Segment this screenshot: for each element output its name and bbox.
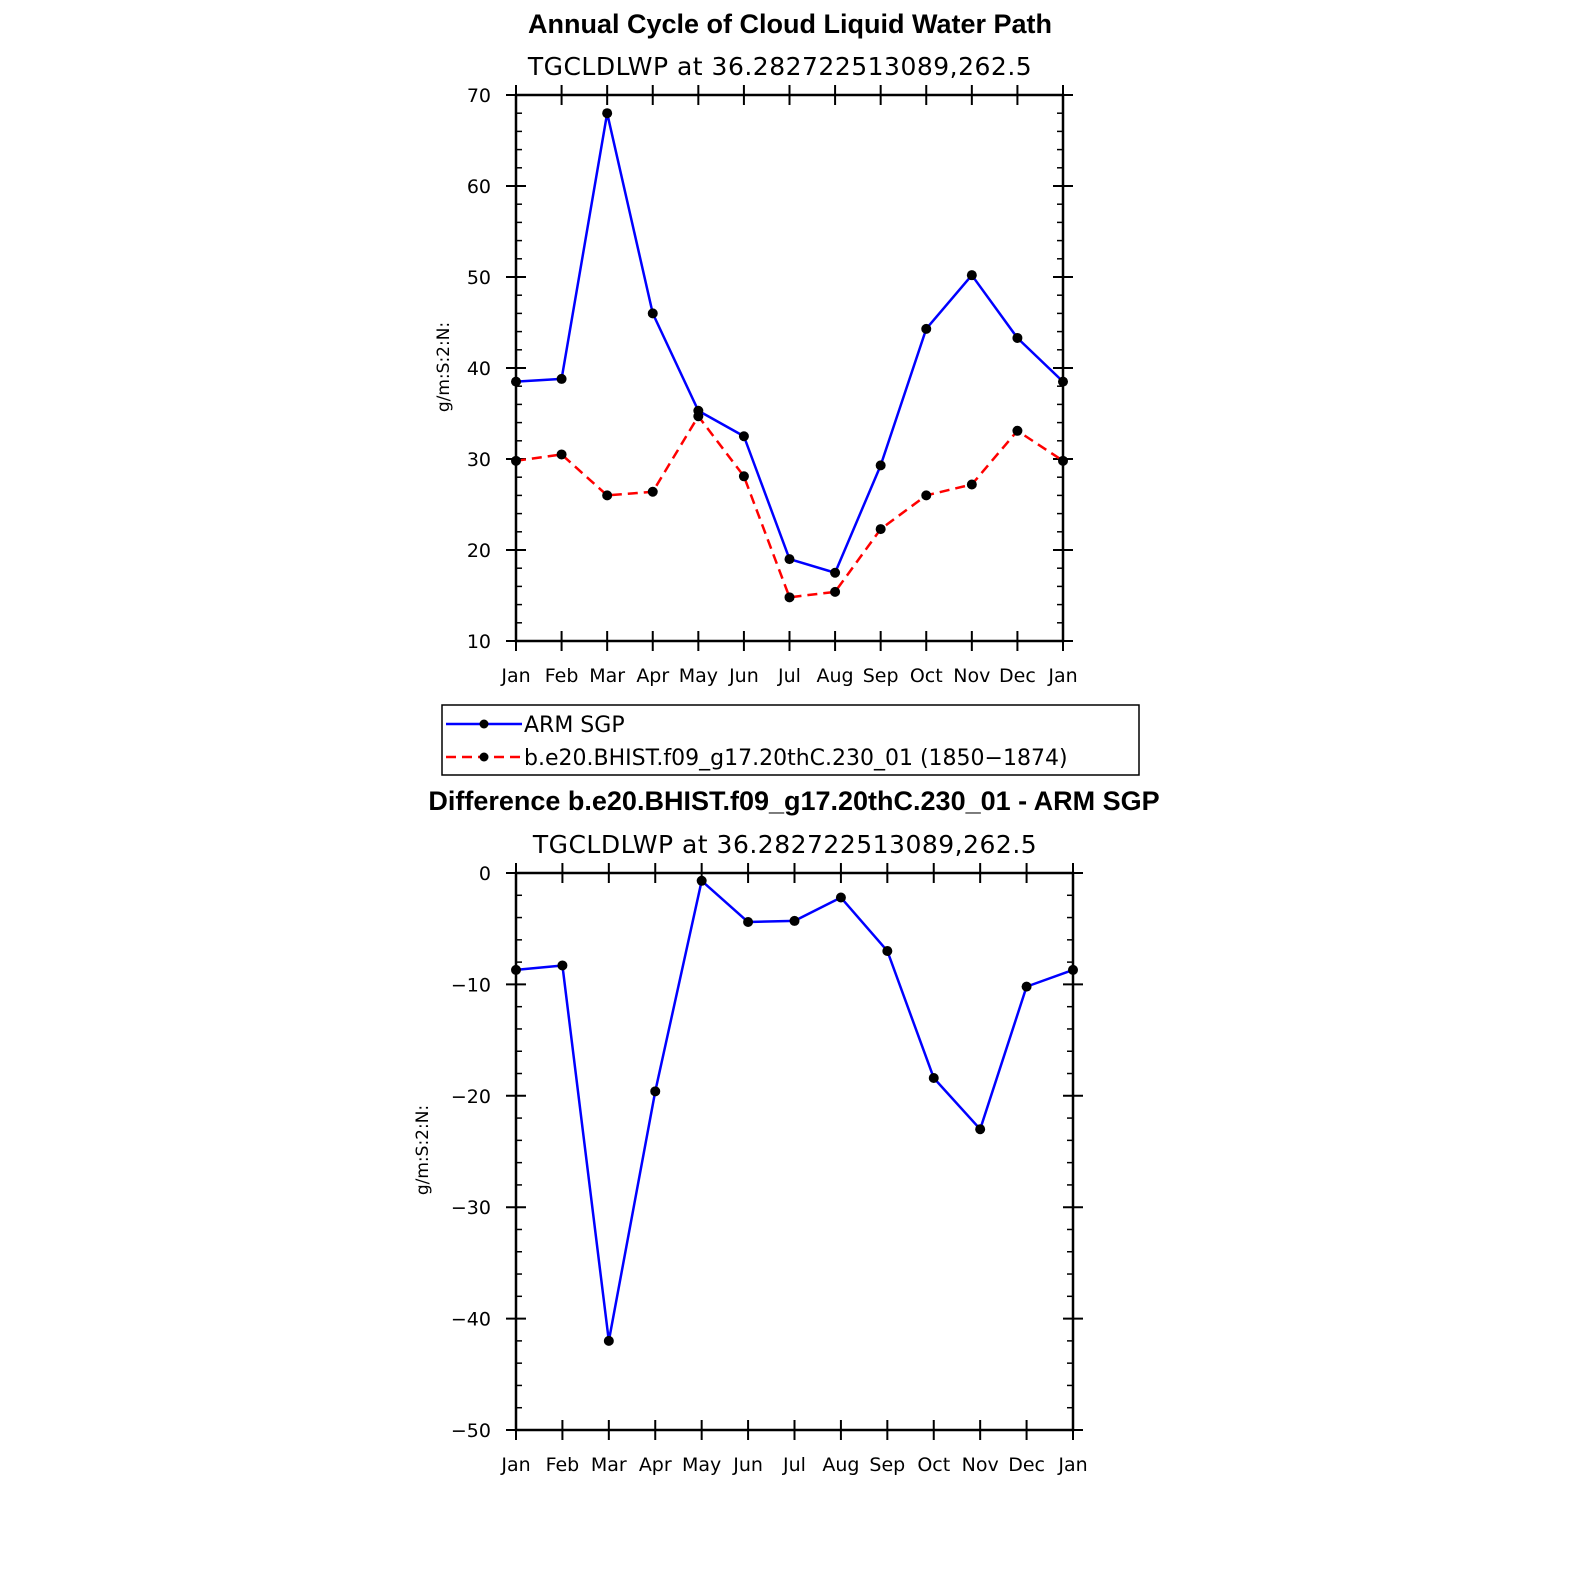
bottom-x-tick-label: Jul	[782, 1454, 806, 1476]
top-point-0	[875, 460, 886, 471]
top-chart-title: Annual Cycle of Cloud Liquid Water Path	[528, 9, 1052, 39]
top-point-1	[556, 449, 567, 460]
bottom-point-0	[928, 1072, 939, 1083]
bottom-x-tick-label: Sep	[869, 1454, 905, 1476]
top-x-tick-label: Dec	[999, 665, 1036, 687]
bottom-x-tick-label: May	[682, 1454, 721, 1476]
legend-label-model: b.e20.BHIST.f09_g17.20thC.230_01 (1850−1…	[524, 746, 1068, 771]
top-point-1	[602, 490, 613, 501]
bottom-y-tick-label: −40	[451, 1309, 491, 1331]
bottom-y-tick-label: −10	[451, 974, 491, 996]
top-y-tick-label: 40	[467, 358, 491, 380]
top-x-tick-label: Feb	[545, 665, 579, 687]
top-y-tick-label: 50	[467, 267, 491, 289]
top-point-1	[921, 490, 932, 501]
top-x-tick-label: Jan	[1047, 665, 1077, 687]
bottom-x-tick-label: Oct	[917, 1454, 950, 1476]
legend-label-arm: ARM SGP	[524, 713, 625, 738]
bottom-x-tick-label: Dec	[1008, 1454, 1045, 1476]
bottom-x-tick-label: Aug	[822, 1454, 859, 1476]
top-point-1	[511, 455, 521, 466]
legend-marker-model	[479, 752, 489, 762]
top-point-0	[1058, 376, 1068, 387]
bottom-point-0	[1068, 964, 1078, 975]
top-point-1	[693, 411, 704, 422]
legend-marker-arm	[479, 719, 489, 729]
top-x-tick-label: Jun	[728, 665, 759, 687]
top-point-0	[556, 373, 567, 384]
bottom-x-tick-label: Mar	[591, 1454, 627, 1476]
top-chart-subtitle: TGCLDLWP at 36.282722513089,262.5	[527, 52, 1032, 81]
legend-box	[441, 704, 1140, 776]
top-x-tick-label: Sep	[863, 665, 899, 687]
top-x-tick-label: May	[679, 665, 718, 687]
bottom-point-0	[835, 892, 846, 903]
top-point-0	[921, 323, 932, 334]
top-x-tick-label: Oct	[910, 665, 943, 687]
bottom-x-tick-label: Jan	[500, 1454, 530, 1476]
top-y-tick-label: 60	[467, 176, 491, 198]
bottom-point-0	[696, 875, 707, 886]
top-point-1	[830, 586, 841, 597]
top-x-tick-label: Jan	[500, 665, 530, 687]
top-point-1	[647, 486, 658, 497]
top-y-tick-label: 30	[467, 449, 491, 471]
bottom-point-0	[1021, 981, 1032, 992]
top-point-1	[784, 592, 795, 603]
top-chart: Jan Feb Mar Apr May Jun Jul Aug Sep Oct Nov Dec Jan 1…	[467, 85, 1078, 687]
bottom-y-tick-label: −50	[451, 1420, 491, 1442]
top-x-tick-label: Mar	[589, 665, 625, 687]
top-point-1	[875, 524, 886, 535]
top-y-tick-label: 20	[467, 540, 491, 562]
bottom-point-0	[743, 917, 754, 928]
bottom-y-tick-label: −30	[451, 1197, 491, 1219]
bottom-y-tick-label: −20	[451, 1086, 491, 1108]
bottom-point-0	[882, 945, 893, 956]
top-point-0	[1012, 332, 1023, 343]
bottom-point-0	[789, 915, 800, 926]
top-x-tick-label: Jul	[777, 665, 801, 687]
top-series-line-1	[515, 414, 1064, 599]
bottom-x-tick-label: Jan	[1057, 1454, 1087, 1476]
top-point-1	[1058, 455, 1068, 466]
top-y-tick-label: 10	[467, 631, 491, 653]
top-series-line-0	[515, 111, 1064, 574]
bottom-point-0	[511, 964, 521, 975]
top-point-0	[602, 108, 613, 119]
bottom-chart-title: Difference b.e20.BHIST.f09_g17.20thC.230…	[428, 786, 1159, 816]
top-point-0	[738, 431, 749, 442]
top-point-1	[738, 471, 749, 482]
top-point-0	[784, 554, 795, 565]
top-chart-ylabel: g/m:S:2:N:	[434, 322, 454, 412]
bottom-x-tick-label: Jun	[732, 1454, 763, 1476]
bottom-point-0	[603, 1335, 614, 1346]
top-point-0	[966, 270, 977, 281]
bottom-chart-ylabel: g/m:S:2:N:	[413, 1105, 433, 1195]
bottom-plot-frame	[514, 871, 1075, 1432]
top-point-0	[647, 308, 658, 319]
top-x-tick-label: Apr	[636, 665, 669, 687]
bottom-chart-subtitle: TGCLDLWP at 36.282722513089,262.5	[532, 830, 1037, 859]
bottom-point-0	[975, 1124, 986, 1135]
top-point-0	[830, 567, 841, 578]
bottom-series-line-0	[515, 879, 1074, 1343]
bottom-x-tick-label: Feb	[546, 1454, 580, 1476]
top-y-tick-label: 70	[467, 85, 491, 107]
top-point-1	[966, 479, 977, 490]
legend: ARM SGP b.e20.BHIST.f09_g17.20thC.230_01…	[441, 704, 1140, 776]
bottom-y-tick-label: 0	[479, 863, 491, 885]
bottom-point-0	[557, 960, 568, 971]
bottom-point-0	[650, 1086, 661, 1097]
bottom-x-tick-label: Apr	[639, 1454, 672, 1476]
top-point-1	[1012, 425, 1023, 436]
bottom-chart: Jan Feb Mar Apr May Jun Jul Aug Sep Oct Nov Dec Jan−…	[451, 863, 1088, 1476]
top-point-0	[511, 376, 521, 387]
bottom-x-tick-label: Nov	[962, 1454, 999, 1476]
top-x-tick-label: Aug	[817, 665, 854, 687]
top-x-tick-label: Nov	[953, 665, 990, 687]
